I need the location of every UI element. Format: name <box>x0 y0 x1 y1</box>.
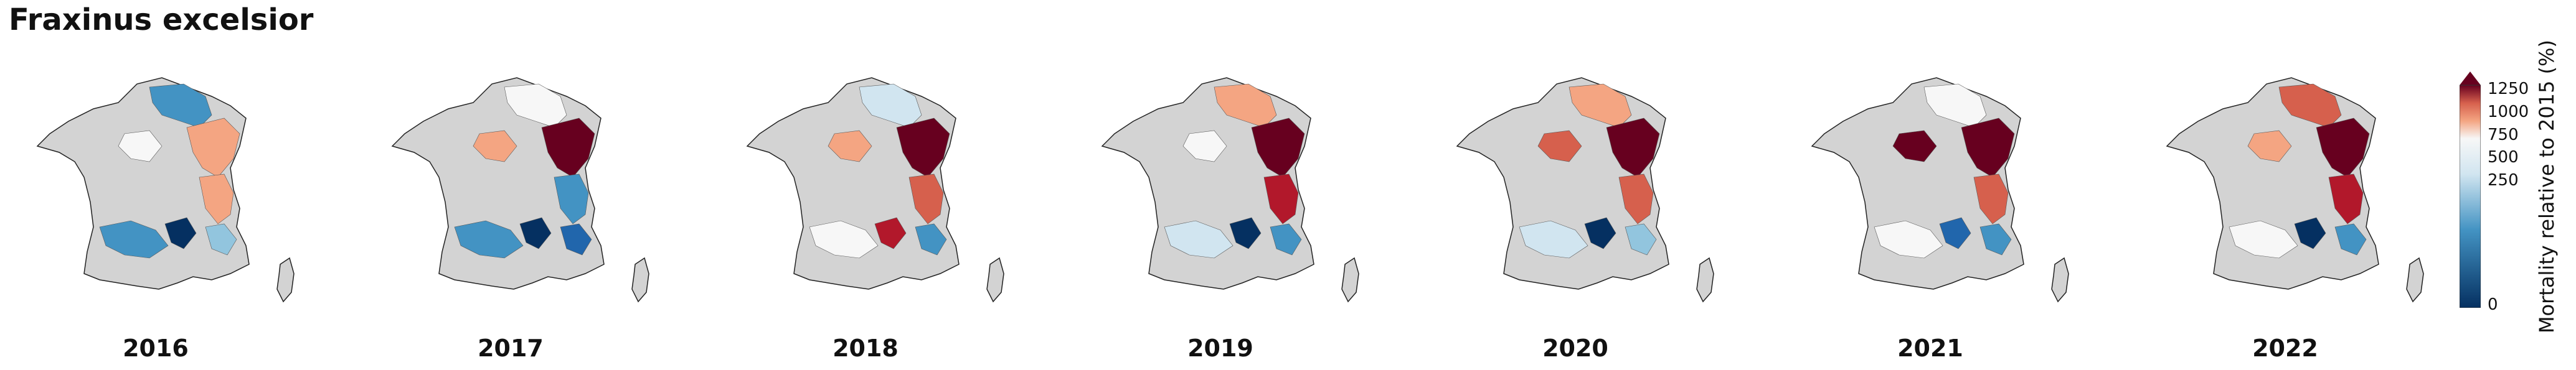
mortality-region <box>2294 217 2326 249</box>
mortality-region <box>1939 217 1971 249</box>
mortality-region <box>908 173 944 224</box>
map-panel-2022 <box>2154 59 2447 320</box>
mortality-region <box>2328 173 2364 224</box>
mortality-region <box>1164 220 1234 259</box>
colorbar-tick: 750 <box>2488 126 2519 144</box>
figure-title: Fraxinus excelsior <box>9 2 314 37</box>
corsica-outline <box>1696 257 1714 303</box>
france-map <box>391 77 649 303</box>
mortality-region <box>874 217 907 249</box>
map-panel-2017 <box>380 59 672 320</box>
colorbar <box>2460 72 2481 308</box>
mortality-region <box>99 220 169 259</box>
year-label: 2017 <box>478 335 544 362</box>
mortality-region <box>1584 217 1616 249</box>
year-label: 2016 <box>123 335 189 362</box>
map-panel-2021 <box>1800 59 2092 320</box>
mortality-region <box>454 220 524 259</box>
mortality-region <box>541 118 595 178</box>
map-panel-2016 <box>25 59 318 320</box>
mortality-region <box>554 173 589 224</box>
france-map <box>746 77 1004 303</box>
mortality-region <box>1618 173 1654 224</box>
mortality-region <box>473 130 517 162</box>
year-label: 2019 <box>1187 335 1253 362</box>
mortality-region <box>1979 223 2012 256</box>
colorbar-tick: 250 <box>2488 171 2519 190</box>
mortality-region <box>186 118 240 178</box>
mortality-region <box>1263 173 1299 224</box>
mortality-region <box>519 217 552 249</box>
colorbar-tick: 1250 <box>2488 80 2529 98</box>
mortality-region <box>199 173 234 224</box>
mortality-region <box>1892 130 1937 162</box>
corsica-outline <box>986 257 1004 303</box>
colorbar-extend-arrow <box>2460 72 2481 85</box>
mortality-region <box>1537 130 1582 162</box>
mortality-region <box>1973 173 2009 224</box>
colorbar-tick: 500 <box>2488 148 2519 167</box>
mortality-region <box>2316 118 2370 178</box>
map-panel-2018 <box>735 59 1027 320</box>
mortality-region <box>2229 220 2298 259</box>
mortality-region <box>809 220 879 259</box>
mortality-region <box>1961 118 2015 178</box>
france-map <box>1101 77 1359 303</box>
mortality-region <box>560 223 592 256</box>
mortality-region <box>1519 220 1588 259</box>
mortality-region <box>915 223 947 256</box>
mortality-region <box>2247 130 2292 162</box>
mortality-region <box>1229 217 1262 249</box>
mortality-region <box>1182 130 1227 162</box>
mortality-region <box>1251 118 1305 178</box>
mortality-region <box>205 223 237 256</box>
mortality-region <box>164 217 197 249</box>
corsica-outline <box>2406 257 2424 303</box>
mortality-region <box>896 118 950 178</box>
corsica-outline <box>1341 257 1359 303</box>
france-map <box>2166 77 2424 303</box>
mortality-region <box>1874 220 1943 259</box>
france-map <box>1456 77 1714 303</box>
corsica-outline <box>631 257 649 303</box>
mortality-region <box>118 130 163 162</box>
mortality-region <box>828 130 872 162</box>
corsica-outline <box>276 257 295 303</box>
france-map <box>36 77 295 303</box>
colorbar-label: Mortality relative to 2015 (%) <box>2535 39 2559 334</box>
france-map <box>1811 77 2069 303</box>
year-label: 2022 <box>2252 335 2318 362</box>
mortality-region <box>1270 223 1302 256</box>
colorbar-gradient <box>2460 85 2481 308</box>
mortality-region <box>1625 223 1657 256</box>
year-label: 2020 <box>1542 335 1608 362</box>
colorbar-tick: 1000 <box>2488 103 2529 121</box>
year-label: 2021 <box>1897 335 1963 362</box>
map-panel-2019 <box>1090 59 1382 320</box>
colorbar-tick: 0 <box>2488 295 2498 314</box>
year-label: 2018 <box>833 335 899 362</box>
mortality-region <box>2334 223 2367 256</box>
mortality-region <box>1606 118 1660 178</box>
corsica-outline <box>2051 257 2069 303</box>
map-panel-2020 <box>1445 59 1737 320</box>
